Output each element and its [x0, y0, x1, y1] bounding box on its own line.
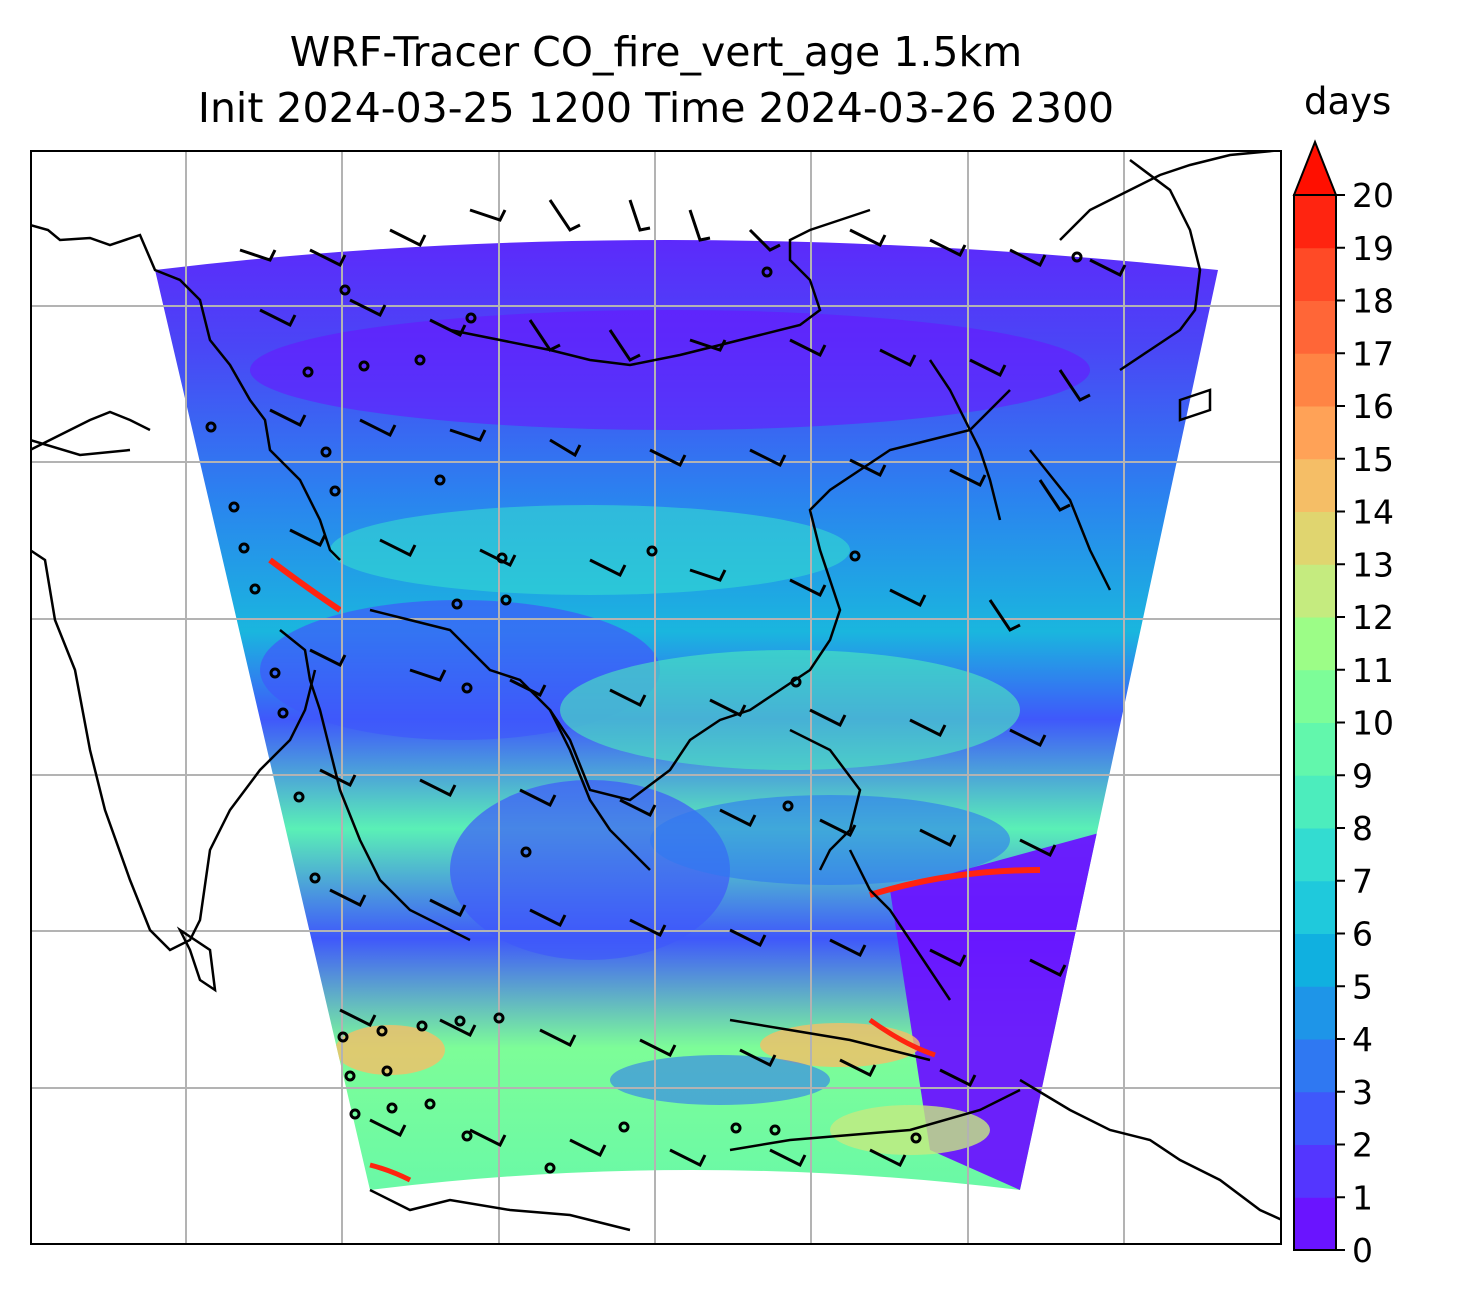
colorbar-band — [1294, 1144, 1336, 1198]
colorbar-tick-label: 13 — [1352, 545, 1394, 584]
colorbar-band — [1294, 828, 1336, 882]
colorbar-band — [1294, 775, 1336, 829]
colorbar-tick-label: 16 — [1352, 387, 1394, 426]
colorbar-tick-label: 15 — [1352, 440, 1394, 479]
calm-markers — [205, 251, 1083, 1174]
colorbar-tick-label: 6 — [1352, 915, 1373, 954]
coastlines — [30, 150, 1282, 1232]
colorbar-tick-label: 11 — [1352, 651, 1394, 690]
colorbar-tick-label: 19 — [1352, 229, 1394, 268]
colorbar-band — [1294, 986, 1336, 1040]
colorbar-tick-label: 8 — [1352, 809, 1373, 848]
colorbar-tick-label: 18 — [1352, 282, 1394, 321]
map-panel — [30, 150, 1282, 1245]
colorbar-tick-label: 10 — [1352, 704, 1394, 743]
colorbar-band — [1294, 669, 1336, 723]
colorbar-band — [1294, 195, 1336, 249]
colorbar-tick-label: 12 — [1352, 598, 1394, 637]
plot-subtitle: Init 2024-03-25 1200 Time 2024-03-26 230… — [197, 84, 1115, 132]
map-border — [30, 150, 1282, 1245]
gridlines — [30, 150, 1282, 1245]
colorbar-band — [1294, 880, 1336, 934]
wind-barbs — [239, 199, 1127, 1168]
colorbar-tick-label: 4 — [1352, 1020, 1373, 1059]
colorbar-tick-label: 17 — [1352, 334, 1394, 373]
colorbar-band — [1294, 353, 1336, 407]
colorbar-tick-label: 9 — [1352, 756, 1373, 795]
colorbar-label: days — [1304, 80, 1392, 123]
colorbar-tick-label: 14 — [1352, 493, 1394, 532]
colorbar-bands — [1294, 195, 1336, 1251]
colorbar-band — [1294, 406, 1336, 460]
colorbar-tick-label: 2 — [1352, 1126, 1373, 1165]
plot-title: WRF-Tracer CO_fire_vert_age 1.5km — [289, 28, 1023, 76]
colorbar-band — [1294, 722, 1336, 776]
colorbar-tick-label: 3 — [1352, 1073, 1373, 1112]
colorbar-band — [1294, 458, 1336, 512]
colorbar-tick-label: 1 — [1352, 1178, 1373, 1217]
colorbar-band — [1294, 933, 1336, 987]
colorbar-band — [1294, 511, 1336, 565]
colorbar-band — [1294, 247, 1336, 301]
colorbar-band — [1294, 1091, 1336, 1145]
colorbar-tick-label: 0 — [1352, 1231, 1373, 1270]
colorbar-band — [1294, 1039, 1336, 1093]
colorbar-band — [1294, 617, 1336, 671]
colorbar-tick-label: 5 — [1352, 967, 1373, 1006]
colorbar-band — [1294, 1197, 1336, 1251]
colorbar-tick-label: 7 — [1352, 862, 1373, 901]
colorbar-band — [1294, 564, 1336, 618]
colorbar-extend-arrow — [1292, 139, 1338, 196]
colorbar-tick-label: 20 — [1352, 176, 1394, 215]
colorbar-band — [1294, 300, 1336, 354]
